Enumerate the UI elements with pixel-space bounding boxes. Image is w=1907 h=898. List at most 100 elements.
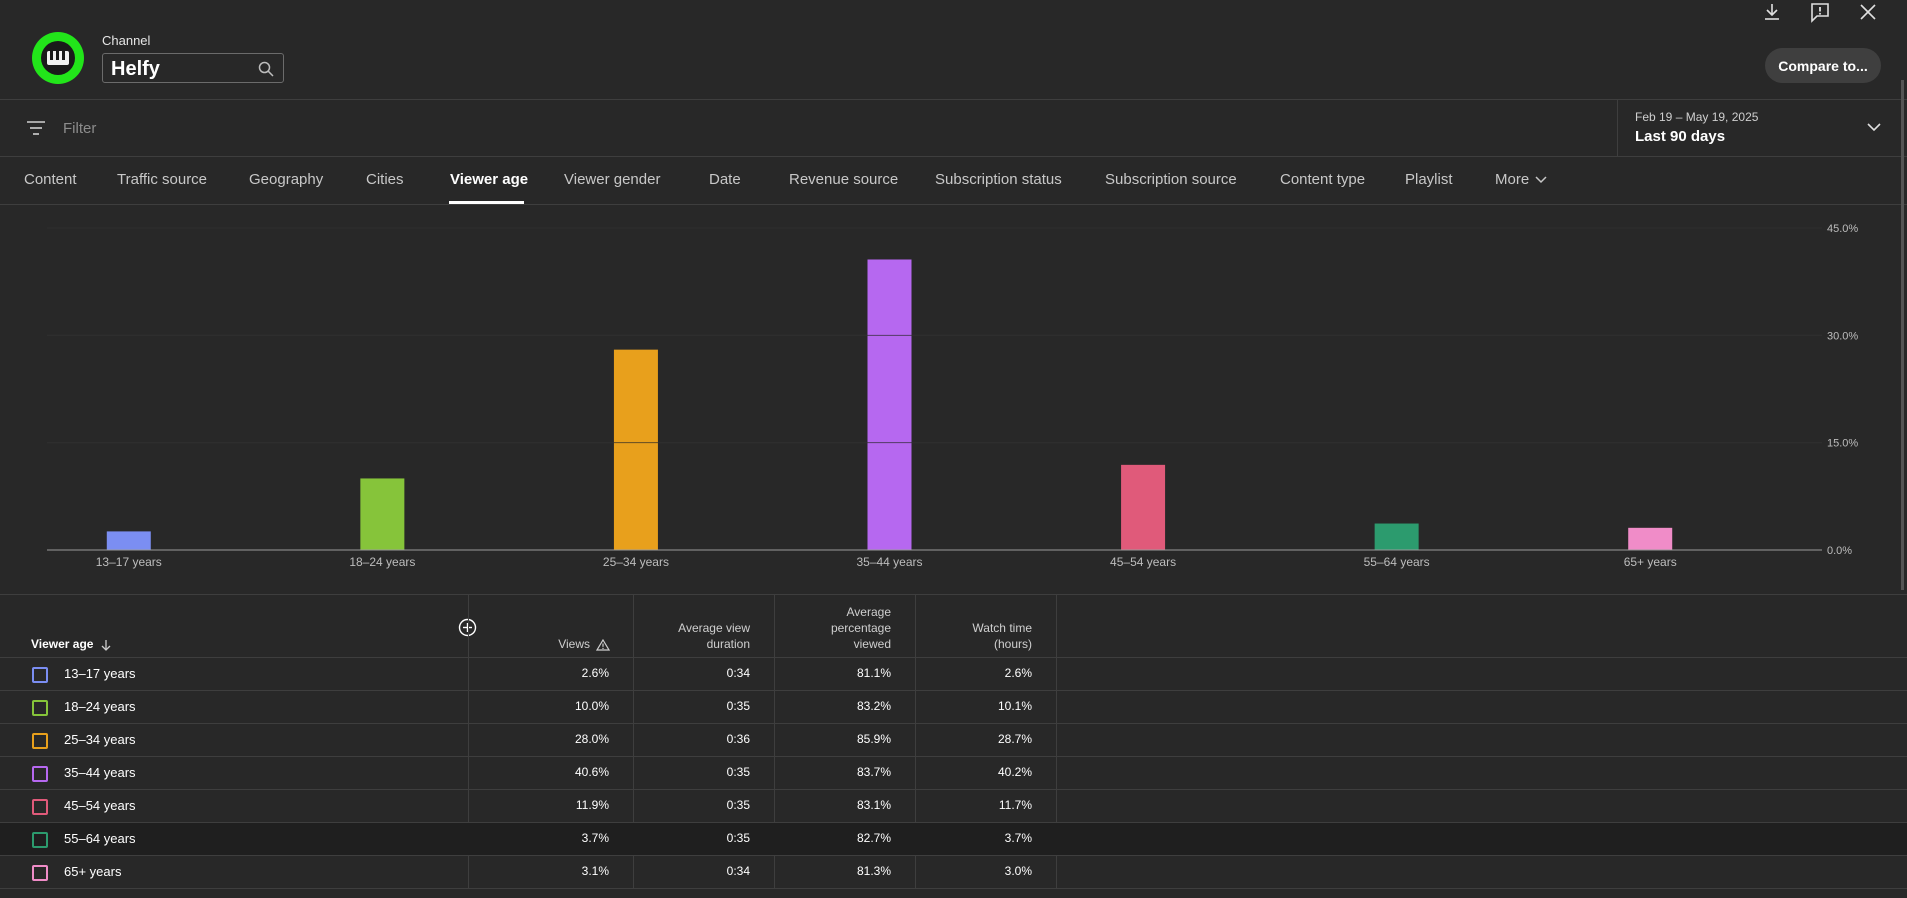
row-color-checkbox[interactable] (32, 733, 48, 749)
tab-revenue-source[interactable]: Revenue source (789, 171, 899, 188)
bar (106, 531, 151, 550)
views-cell: 3.7% (581, 831, 609, 845)
date-range-selector[interactable]: Feb 19 – May 19, 2025 Last 90 days (1617, 100, 1907, 157)
x-tick-label: 55–64 years (1364, 555, 1430, 569)
table-row[interactable]: 45–54 years 11.9% 0:35 83.1% 11.7% (0, 790, 1907, 823)
watch-time-cell: 28.7% (997, 732, 1032, 746)
row-color-checkbox[interactable] (32, 766, 48, 782)
tab-subscription-source[interactable]: Subscription source (1105, 171, 1237, 188)
pct-viewed-cell: 81.1% (856, 666, 891, 680)
avg-pct-header-line2: percentage (830, 621, 891, 635)
column-header-average-percentage-viewed[interactable]: Average percentage viewed (831, 604, 891, 652)
tab-viewer-gender[interactable]: Viewer gender (564, 171, 661, 188)
duration-cell: 0:36 (726, 732, 750, 746)
row-color-checkbox[interactable] (32, 667, 48, 683)
row-color-checkbox[interactable] (32, 865, 48, 881)
avg-pct-header-line1: Average (846, 605, 891, 619)
watch-time-cell: 11.7% (998, 798, 1032, 812)
tab-more[interactable]: More (1495, 171, 1547, 188)
add-circle-icon[interactable] (458, 618, 477, 637)
row-label: 55–64 years (64, 831, 136, 846)
duration-cell: 0:35 (726, 831, 750, 845)
tab-content-type[interactable]: Content type (1280, 171, 1366, 188)
column-header-viewer-age[interactable]: Viewer age (31, 636, 111, 652)
pct-viewed-cell: 85.9% (856, 732, 891, 746)
row-color-checkbox[interactable] (32, 700, 48, 716)
column-header-watch-time[interactable]: Watch time (hours) (972, 620, 1032, 652)
chevron-down-icon[interactable] (1867, 122, 1881, 132)
x-tick-label: 35–44 years (856, 555, 922, 569)
tab-cities[interactable]: Cities (366, 171, 404, 188)
x-tick-label: 45–54 years (1110, 555, 1176, 569)
watch-time-cell: 40.2% (997, 765, 1032, 779)
table-row[interactable]: 25–34 years 28.0% 0:36 85.9% 28.7% (0, 724, 1907, 757)
column-header-average-view-duration[interactable]: Average view duration (678, 620, 750, 652)
tab-content[interactable]: Content (24, 171, 77, 188)
viewer-age-bar-chart: 0.0% 15.0% 30.0% 45.0% 13–17 years 18–24 year… (47, 223, 1858, 569)
row-label: 35–44 years (64, 765, 136, 780)
row-label: 18–24 years (64, 699, 136, 714)
bar (1628, 527, 1673, 550)
table-row[interactable]: 35–44 years 40.6% 0:35 83.7% 40.2% (0, 757, 1907, 790)
tab-playlist[interactable]: Playlist (1405, 171, 1453, 188)
column-divider (915, 595, 916, 888)
dimension-tabs: Content Traffic source Geography Cities … (0, 157, 1907, 205)
duration-cell: 0:34 (726, 666, 750, 680)
chart-area: 0.0% 15.0% 30.0% 45.0% 13–17 years 18–24 year… (0, 205, 1907, 595)
tab-subscription-status[interactable]: Subscription status (935, 171, 1062, 188)
row-label: 45–54 years (64, 798, 136, 813)
views-cell: 40.6% (574, 765, 609, 779)
tab-date[interactable]: Date (709, 171, 741, 188)
close-icon[interactable] (1857, 1, 1879, 23)
views-cell: 10.0% (574, 699, 609, 713)
table-row[interactable]: 18–24 years 10.0% 0:35 83.2% 10.1% (0, 691, 1907, 724)
avg-pct-header-line3: viewed (853, 637, 891, 651)
duration-cell: 0:35 (726, 699, 750, 713)
tab-more-label: More (1495, 171, 1530, 188)
column-divider (774, 595, 775, 888)
table-row[interactable]: 65+ years 3.1% 0:34 81.3% 3.0% (0, 856, 1907, 889)
column-header-views[interactable]: Views (558, 636, 610, 652)
channel-selector[interactable]: Helfy (102, 53, 284, 83)
table-row[interactable]: 55–64 years 3.7% 0:35 82.7% 3.7% (0, 823, 1907, 856)
search-icon[interactable] (258, 61, 274, 77)
filter-bar: Filter Feb 19 – May 19, 2025 Last 90 day… (0, 100, 1907, 157)
chevron-down-icon (1535, 176, 1547, 184)
filter-icon[interactable] (26, 119, 46, 137)
y-tick-label: 30.0% (1827, 330, 1858, 342)
date-range-text: Feb 19 – May 19, 2025 (1635, 110, 1759, 124)
download-icon[interactable] (1761, 1, 1783, 23)
y-tick-label: 0.0% (1827, 545, 1852, 557)
duration-cell: 0:34 (726, 864, 750, 878)
x-tick-label: 25–34 years (603, 555, 669, 569)
pct-viewed-cell: 83.2% (856, 699, 891, 713)
column-divider (633, 595, 634, 888)
feedback-icon[interactable] (1809, 1, 1831, 23)
scrollbar[interactable] (1901, 80, 1904, 590)
viewer-age-header-label: Viewer age (31, 637, 94, 651)
sort-down-icon[interactable] (101, 639, 111, 651)
watch-time-cell: 10.1% (997, 699, 1032, 713)
duration-cell: 0:35 (726, 798, 750, 812)
column-divider (1056, 595, 1057, 888)
watch-time-cell: 2.6% (1004, 666, 1032, 680)
table-row[interactable]: 13–17 years 2.6% 0:34 81.1% 2.6% (0, 658, 1907, 691)
watch-time-cell: 3.0% (1004, 864, 1032, 878)
compare-to-button[interactable]: Compare to... (1765, 48, 1881, 83)
table-header: Viewer age Views Average view duration A… (0, 595, 1907, 658)
watch-time-header-line1: Watch time (972, 621, 1032, 635)
channel-label: Channel (102, 33, 151, 48)
tab-viewer-age[interactable]: Viewer age (450, 171, 529, 188)
channel-avatar (32, 32, 84, 84)
bar (867, 259, 912, 550)
bar (360, 478, 405, 550)
filter-input[interactable]: Filter (63, 120, 97, 137)
row-color-checkbox[interactable] (32, 799, 48, 815)
warning-icon[interactable] (596, 638, 610, 651)
tab-geography[interactable]: Geography (249, 171, 324, 188)
row-color-checkbox[interactable] (32, 832, 48, 848)
tab-traffic-source[interactable]: Traffic source (117, 171, 208, 188)
channel-name: Helfy (111, 58, 160, 80)
bar (1374, 523, 1419, 550)
